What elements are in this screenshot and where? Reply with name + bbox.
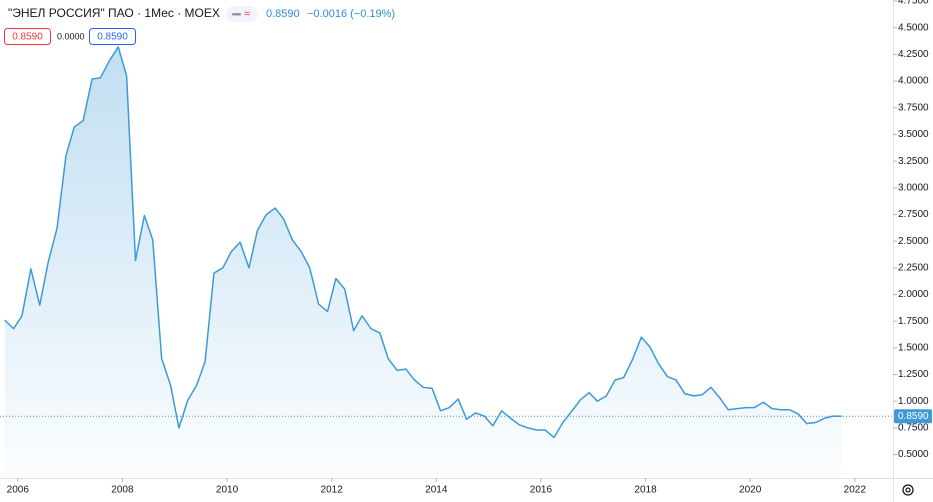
last-price-tag xyxy=(894,409,932,424)
x-tick-label: 2008 xyxy=(111,485,134,496)
price-change: −0.0016 (−0.19%) xyxy=(307,8,395,20)
y-tick-label: 4.2500 xyxy=(898,49,929,60)
y-tick-label: 2.5000 xyxy=(898,236,929,247)
x-tick-label: 2022 xyxy=(844,485,867,496)
y-tick-label: 2.0000 xyxy=(898,289,929,300)
gear xyxy=(902,484,914,496)
y-tick-label: 4.7500 xyxy=(898,0,929,7)
last-price-tag-label: 0.8590 xyxy=(898,411,929,422)
last-price: 0.8590 xyxy=(266,8,300,20)
price-line xyxy=(4,46,842,439)
indicator-box xyxy=(4,28,51,45)
y-tick-label: 0.5000 xyxy=(898,449,929,460)
symbol-title: "ЭНЕЛ РОССИЯ" ПАО · 1Мес · MOEX xyxy=(8,6,220,20)
x-tick-label: 2020 xyxy=(739,485,762,496)
y-tick-label: 2.7500 xyxy=(898,209,929,220)
y-tick-label: 3.2500 xyxy=(898,156,929,167)
indicator-value: 0.8590 xyxy=(12,32,43,43)
indicator-value: 0.0000 xyxy=(57,31,85,41)
pill-icon xyxy=(232,13,241,16)
y-tick-label: 3.5000 xyxy=(898,129,929,140)
x-tick-label: 2014 xyxy=(425,485,448,496)
x-tick-label: 2018 xyxy=(634,485,657,496)
x-tick-label: 2016 xyxy=(530,485,553,496)
y-tick-label: 1.2500 xyxy=(898,369,929,380)
y-tick-label: 1.0000 xyxy=(898,396,929,407)
area-fill xyxy=(4,46,842,478)
gear-hub xyxy=(905,487,911,493)
y-tick-label: 2.2500 xyxy=(898,262,929,273)
x-tick-label: 2012 xyxy=(321,485,344,496)
y-tick-label: 0.7500 xyxy=(898,422,929,433)
y-tick-label: 4.5000 xyxy=(898,22,929,33)
pill-icon-approx: ≈ xyxy=(244,8,250,20)
indicator-value: 0.8590 xyxy=(97,32,128,43)
x-tick-label: 2010 xyxy=(216,485,239,496)
y-tick-label: 1.7500 xyxy=(898,316,929,327)
y-tick-label: 4.0000 xyxy=(898,76,929,87)
indicator-box xyxy=(89,28,136,45)
y-tick-label: 3.0000 xyxy=(898,182,929,193)
x-tick-label: 2006 xyxy=(7,485,30,496)
y-tick-label: 1.5000 xyxy=(898,342,929,353)
compare-pill[interactable] xyxy=(226,6,258,22)
plot-area xyxy=(0,46,893,478)
settings-icon[interactable] xyxy=(902,484,914,496)
y-tick-label: 3.7500 xyxy=(898,102,929,113)
